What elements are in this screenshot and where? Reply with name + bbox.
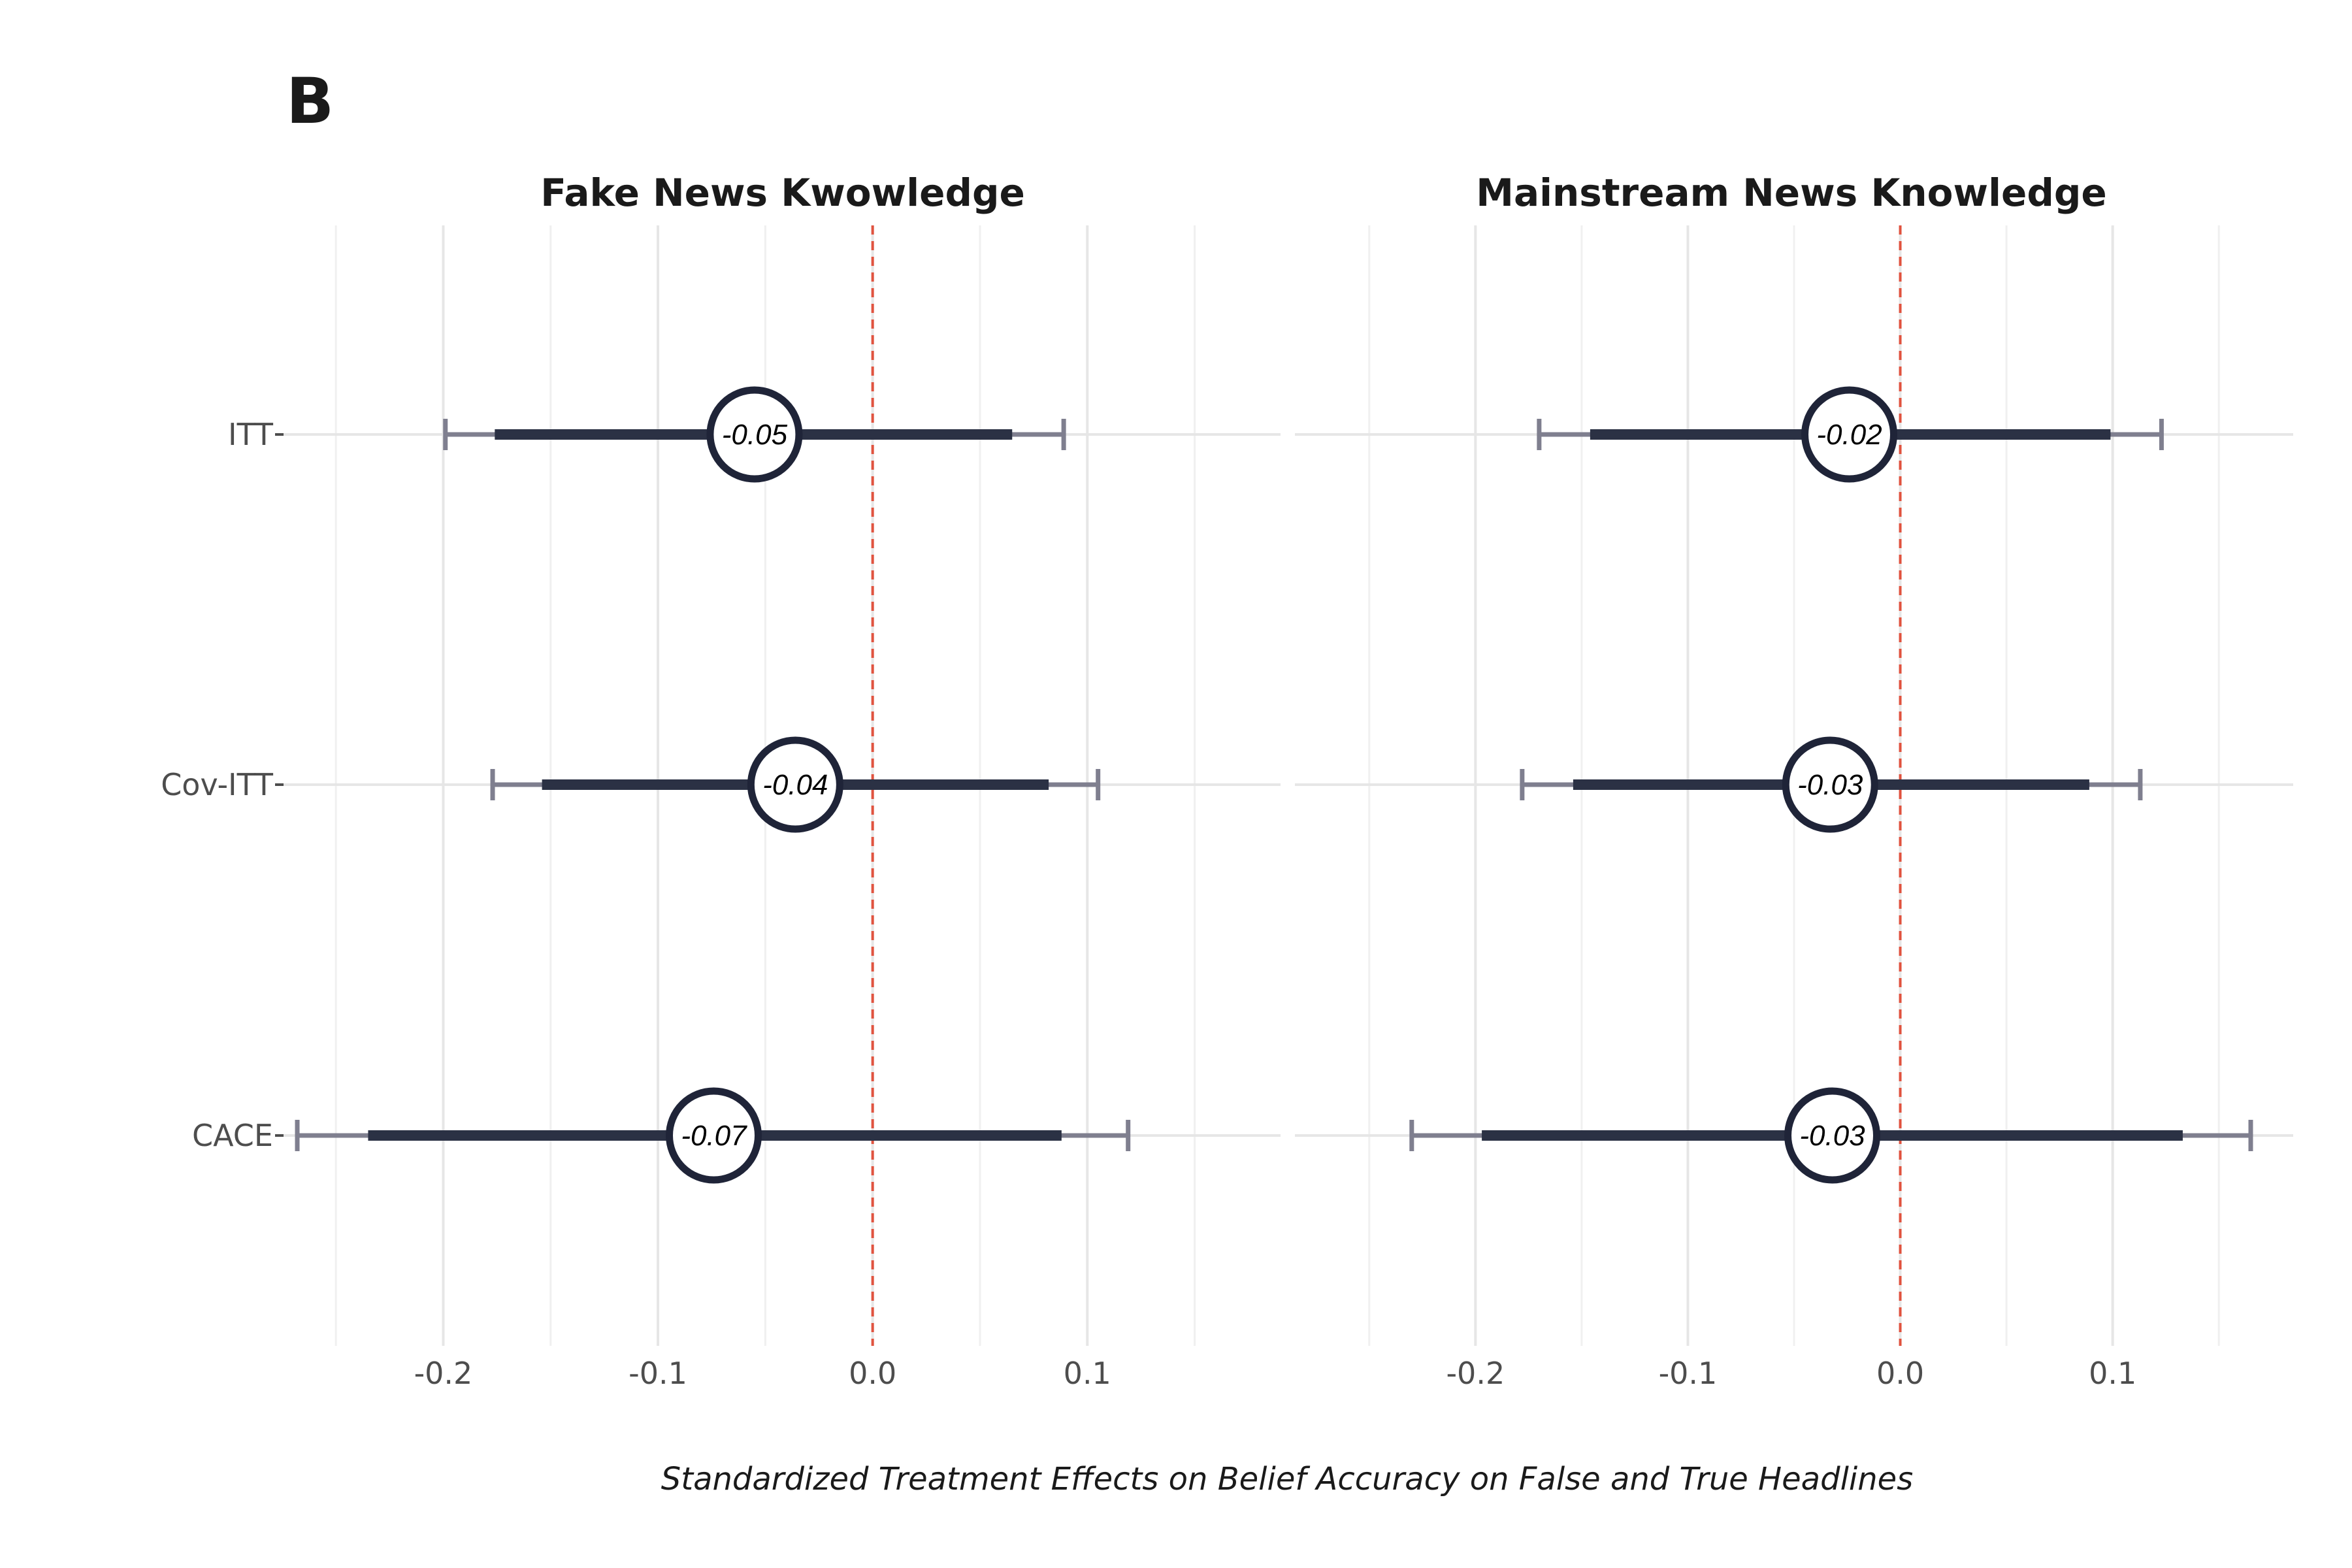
estimate-itt: -0.02: [1537, 386, 2164, 483]
x-tick-label: -0.2: [1446, 1356, 1505, 1391]
facet-title-fake-news: Fake News Kwowledge: [540, 171, 1025, 215]
estimate-label: -0.03: [1799, 1120, 1865, 1152]
x-tick-label: 0.1: [2089, 1356, 2136, 1391]
x-tick-label: -0.2: [414, 1356, 473, 1391]
estimate-label: -0.04: [762, 769, 828, 801]
x-axis-title: Standardized Treatment Effects on Belief…: [661, 1461, 1913, 1497]
estimate-cace: -0.07: [295, 1087, 1131, 1184]
x-tick-label: 0.0: [1876, 1356, 1924, 1391]
estimate-cace: -0.03: [1409, 1087, 2253, 1184]
y-tick-label: CACE: [192, 1118, 273, 1153]
estimate-label: -0.05: [722, 419, 788, 451]
x-tick-label: 0.0: [849, 1356, 896, 1391]
point-estimate: [1801, 386, 1898, 483]
y-axis: ITT Cov-ITT CACE: [161, 417, 284, 1153]
point-estimate: [1784, 1087, 1881, 1184]
estimate-label: -0.07: [681, 1120, 747, 1152]
point-estimate: [665, 1087, 762, 1184]
point-estimate: [706, 386, 803, 483]
estimate-cov-itt: -0.04: [490, 736, 1101, 833]
panel-mainstream-news-knowledge: Mainstream News Knowledge -0.2 -0.1 0.0 0.1…: [1295, 171, 2293, 1391]
x-tick-label: -0.1: [629, 1356, 687, 1391]
estimate-label: -0.02: [1816, 419, 1882, 451]
estimate-itt: -0.05: [443, 386, 1066, 483]
estimate-label: -0.03: [1797, 769, 1863, 801]
panel-fake-news-knowledge: Fake News Kwowledge -0.2 -0.1 0.0 0.1 -0.05 -…: [282, 171, 1281, 1391]
facet-title-mainstream-news: Mainstream News Knowledge: [1476, 171, 2106, 215]
point-estimate: [1782, 736, 1878, 833]
point-estimate: [747, 736, 843, 833]
panel-letter: B: [286, 65, 334, 138]
y-tick-label: ITT: [228, 417, 274, 452]
x-tick-label: 0.1: [1064, 1356, 1111, 1391]
estimate-cov-itt: -0.03: [1520, 736, 2143, 833]
y-tick-label: Cov-ITT: [161, 767, 274, 802]
x-tick-label: -0.1: [1659, 1356, 1718, 1391]
